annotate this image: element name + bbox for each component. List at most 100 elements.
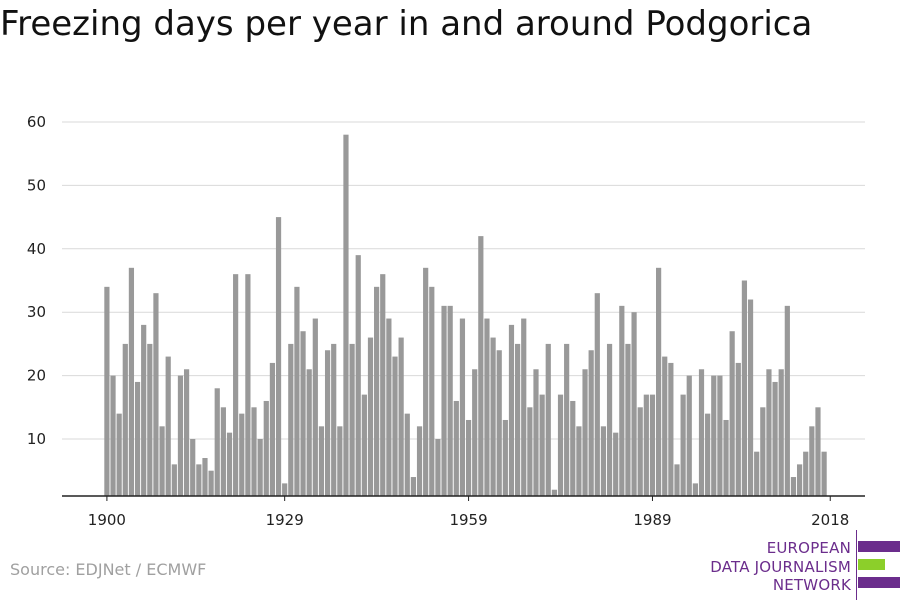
bar-1905	[134, 381, 141, 496]
bar-2000	[717, 375, 723, 496]
bar-1932	[300, 331, 306, 496]
bar-1973	[551, 489, 557, 496]
y-tick-label: 60	[27, 113, 46, 131]
bar-1902	[116, 413, 122, 496]
bar-1942	[361, 394, 367, 496]
bar-1975	[564, 343, 570, 496]
bar-1998	[705, 413, 711, 496]
bar-1924	[251, 407, 257, 496]
bar-1913	[183, 369, 190, 496]
bar-1964	[496, 350, 502, 496]
bar-1925	[257, 439, 263, 496]
bar-1904	[128, 267, 135, 496]
y-tick-label: 20	[27, 367, 46, 385]
bar-1971	[539, 394, 545, 496]
x-tick-label: 2018	[811, 511, 849, 529]
y-tick-label: 10	[27, 430, 46, 448]
bar-2014	[803, 451, 809, 496]
bar-1997	[698, 369, 705, 496]
bar-1916	[202, 458, 208, 496]
bar-1941	[355, 255, 361, 496]
bar-1983	[613, 432, 619, 496]
y-axis-labels: 10 20 30 40 50 60	[27, 113, 46, 448]
bar-1938	[337, 426, 343, 496]
bar-1906	[141, 324, 147, 496]
bar-1926	[263, 400, 269, 496]
bar-1921	[233, 274, 239, 496]
logo-bar-purple-top	[858, 541, 900, 552]
bar-1949	[404, 413, 410, 496]
x-axis-labels: 1900 1929 1959 1989 2018	[88, 511, 850, 529]
bar-1927	[269, 362, 276, 496]
bar-1986	[631, 312, 637, 496]
bar-1994	[680, 394, 686, 496]
bar-1991	[662, 356, 668, 496]
bar-1999	[711, 375, 717, 496]
bar-1940	[349, 343, 355, 496]
bar-2006	[754, 451, 760, 496]
bar-2005	[747, 299, 754, 496]
bar-1979	[588, 350, 594, 496]
bar-1967	[515, 343, 521, 496]
bar-1974	[557, 394, 564, 496]
logo-divider	[856, 530, 857, 600]
bar-1995	[686, 375, 692, 496]
bar-1972	[545, 343, 551, 496]
bar-1977	[576, 426, 582, 496]
bar-1962	[484, 318, 490, 496]
bar-1900	[104, 286, 110, 496]
bar-1982	[606, 343, 613, 496]
bar-1917	[208, 470, 214, 496]
bar-1952	[423, 267, 429, 496]
bar-1944	[374, 286, 380, 496]
bar-1953	[429, 286, 435, 496]
x-tick-label: 1929	[266, 511, 304, 529]
bar-1922	[239, 413, 245, 496]
bar-1963	[490, 337, 496, 496]
bar-1945	[380, 274, 386, 496]
bar-2009	[772, 381, 778, 496]
bar-1976	[570, 400, 576, 496]
bar-1923	[245, 274, 251, 496]
bar-2017	[821, 451, 827, 496]
bar-1907	[147, 343, 153, 496]
bar-1961	[478, 236, 484, 496]
x-tick-label: 1959	[449, 511, 487, 529]
bar-1981	[600, 426, 607, 496]
bar-1928	[275, 217, 282, 496]
source-note: Source: EDJNet / ECMWF	[10, 560, 207, 579]
bar-1970	[533, 369, 539, 496]
bar-2011	[784, 305, 790, 496]
bar-1910	[165, 356, 171, 496]
bar-1915	[196, 464, 202, 496]
bar-2004	[741, 280, 748, 496]
bar-2010	[778, 369, 784, 496]
logo-bar-green	[858, 559, 885, 570]
bar-1947	[392, 356, 398, 496]
bar-1914	[190, 439, 196, 496]
bar-1966	[508, 324, 515, 496]
bar-1931	[294, 286, 300, 496]
bar-1989	[649, 394, 656, 496]
bar-1990	[656, 267, 662, 496]
bar-1987	[637, 407, 643, 496]
bar-1996	[692, 483, 698, 496]
chart-title: Freezing days per year in and around Pod…	[0, 4, 813, 44]
bar-2008	[766, 369, 772, 496]
bar-1908	[153, 293, 159, 496]
bar-1939	[343, 134, 349, 496]
bar-1929	[282, 483, 288, 496]
bar-1985	[625, 343, 631, 496]
y-tick-label: 30	[27, 303, 46, 321]
bar-1936	[324, 350, 331, 496]
bar-1935	[318, 426, 325, 496]
bar-1933	[306, 369, 312, 496]
logo-bar-purple-bottom	[858, 577, 900, 588]
bar-1958	[459, 318, 466, 496]
bar-1950	[410, 477, 416, 496]
bar-1959	[465, 419, 472, 496]
bar-2007	[760, 407, 766, 496]
bar-1943	[367, 337, 374, 496]
bar-1980	[594, 293, 600, 496]
bar-1988	[643, 394, 649, 496]
